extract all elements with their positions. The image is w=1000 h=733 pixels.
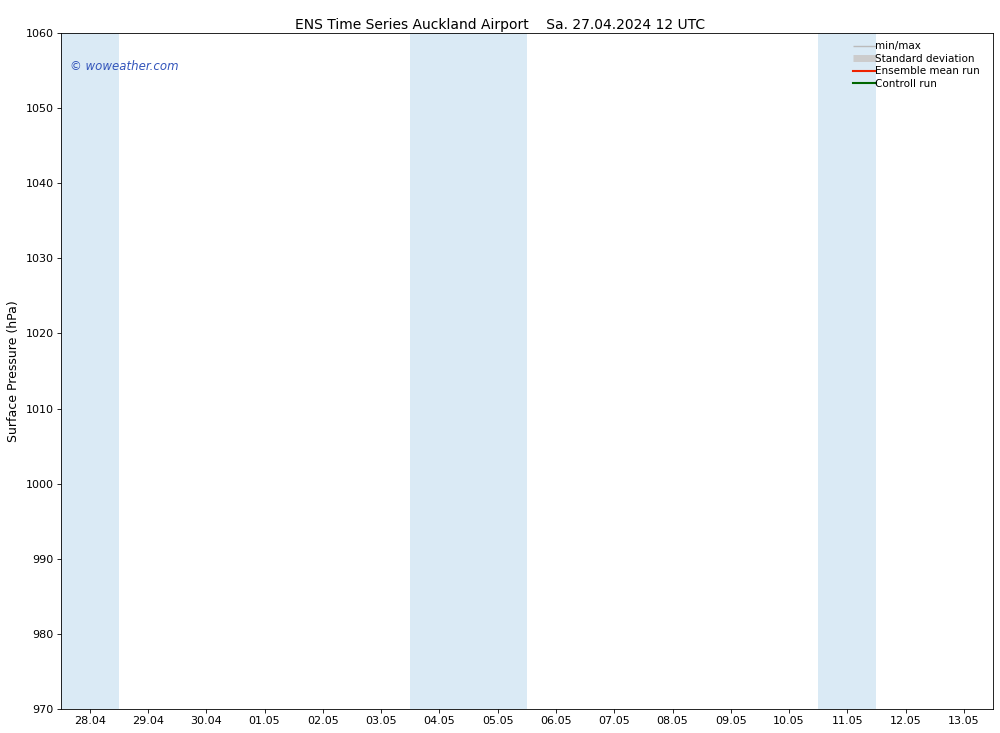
Text: © woweather.com: © woweather.com (70, 60, 179, 73)
Bar (61, 33, 119, 709)
Text: ENS Time Series Auckland Airport    Sa. 27.04.2024 12 UTC: ENS Time Series Auckland Airport Sa. 27.… (295, 18, 705, 32)
Bar (818, 33, 876, 709)
Legend: min/max, Standard deviation, Ensemble mean run, Controll run: min/max, Standard deviation, Ensemble me… (850, 38, 988, 92)
Bar (410, 33, 527, 709)
Y-axis label: Surface Pressure (hPa): Surface Pressure (hPa) (7, 300, 20, 442)
